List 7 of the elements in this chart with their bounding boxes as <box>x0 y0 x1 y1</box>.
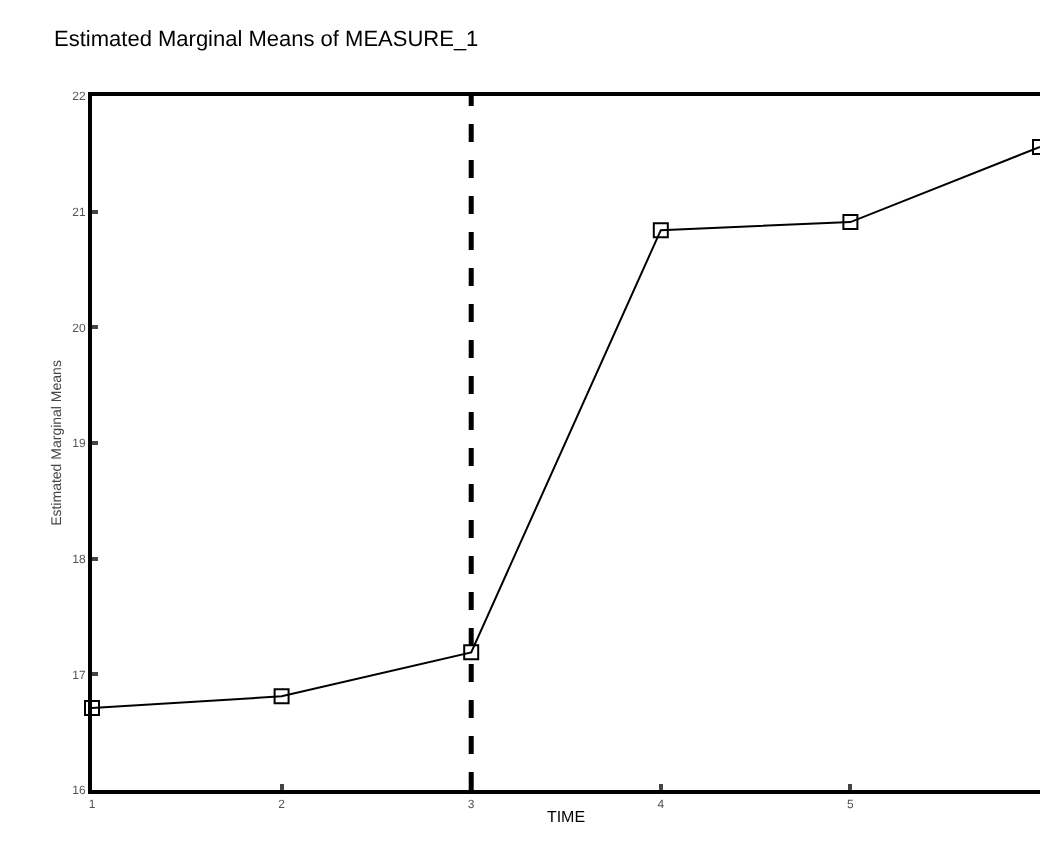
chart-title: Estimated Marginal Means of MEASURE_1 <box>54 27 479 52</box>
point <box>84 699 100 716</box>
point <box>652 222 669 239</box>
x-axis-title: TIME <box>546 807 586 826</box>
point <box>273 688 290 705</box>
point <box>842 214 859 231</box>
point <box>463 644 480 661</box>
